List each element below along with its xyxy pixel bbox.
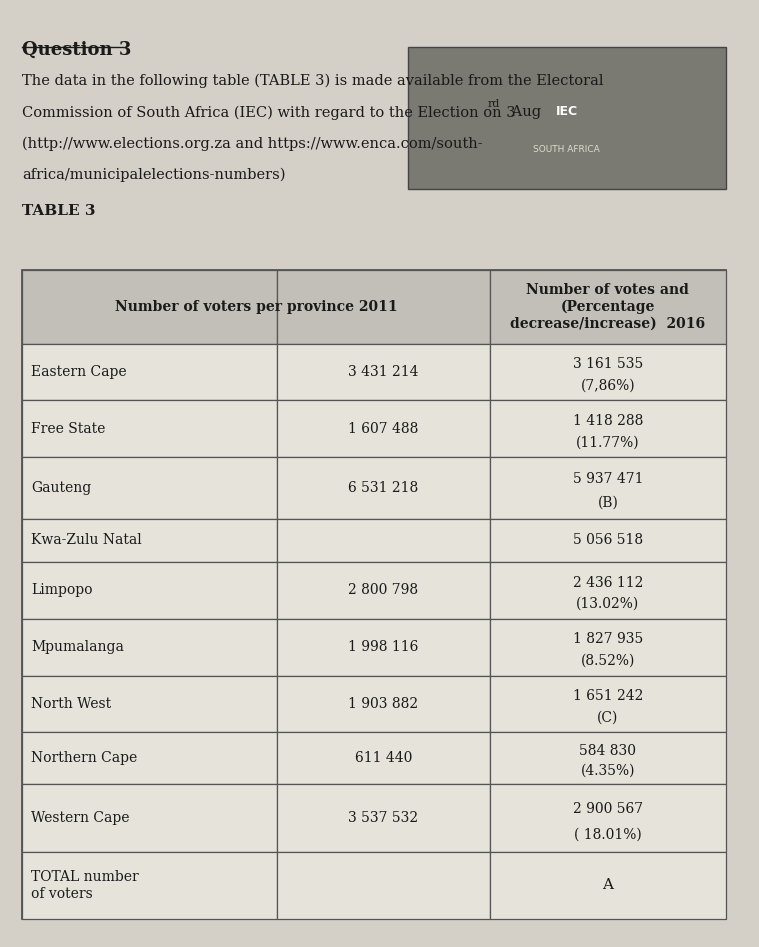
Bar [490, 519, 726, 563]
Bar [23, 784, 277, 852]
Bar [277, 675, 490, 732]
Bar [490, 457, 726, 519]
Bar [23, 457, 277, 519]
Bar [490, 852, 726, 919]
Text: Mpumalanga: Mpumalanga [31, 640, 124, 654]
Bar [277, 563, 490, 618]
Text: (4.35%): (4.35%) [581, 764, 635, 777]
Text: IEC: IEC [556, 105, 578, 117]
Text: 5 056 518: 5 056 518 [573, 533, 643, 547]
Text: ( 18.01%): ( 18.01%) [574, 828, 641, 842]
Text: 6 531 218: 6 531 218 [348, 481, 418, 495]
Text: Commission of South Africa (IEC) with regard to the Election on 3: Commission of South Africa (IEC) with re… [23, 105, 516, 119]
Text: Western Cape: Western Cape [31, 812, 130, 826]
Bar [277, 401, 490, 457]
Bar [490, 401, 726, 457]
Text: (C): (C) [597, 710, 619, 724]
Bar [490, 270, 726, 344]
Bar [277, 519, 490, 563]
Text: A: A [603, 879, 613, 892]
Text: 1 903 882: 1 903 882 [348, 697, 418, 711]
Text: Gauteng: Gauteng [31, 481, 92, 495]
Bar [23, 618, 277, 675]
Bar [490, 344, 726, 401]
Text: 1 651 242: 1 651 242 [572, 689, 643, 703]
Bar [277, 852, 490, 919]
Text: (11.77%): (11.77%) [576, 436, 640, 450]
Bar [23, 344, 277, 401]
Bar [277, 784, 490, 852]
Bar [23, 401, 277, 457]
Text: 2 900 567: 2 900 567 [573, 802, 643, 815]
Text: Kwa-Zulu Natal: Kwa-Zulu Natal [31, 533, 142, 547]
Text: SOUTH AFRICA: SOUTH AFRICA [534, 145, 600, 154]
Bar [23, 852, 277, 919]
Bar [490, 732, 726, 784]
Text: Question 3: Question 3 [23, 41, 132, 59]
Text: 3 431 214: 3 431 214 [348, 365, 419, 379]
Text: 611 440: 611 440 [354, 751, 412, 765]
Text: 3 537 532: 3 537 532 [348, 812, 418, 826]
Text: (8.52%): (8.52%) [581, 653, 635, 668]
Bar [277, 618, 490, 675]
Bar [277, 270, 490, 344]
Text: rd: rd [488, 99, 500, 110]
Text: Northern Cape: Northern Cape [31, 751, 137, 765]
Text: (http://www.elections.org.za and https://www.enca.com/south-: (http://www.elections.org.za and https:/… [23, 136, 483, 151]
Text: (13.02%): (13.02%) [576, 597, 639, 611]
Text: Number of votes and
(Percentage
decrease/increase)  2016: Number of votes and (Percentage decrease… [510, 283, 705, 331]
Text: 1 827 935: 1 827 935 [573, 633, 643, 646]
Text: 2 800 798: 2 800 798 [348, 583, 418, 598]
Bar [277, 457, 490, 519]
Text: 1 998 116: 1 998 116 [348, 640, 418, 654]
Text: 1 607 488: 1 607 488 [348, 421, 418, 436]
Text: Eastern Cape: Eastern Cape [31, 365, 127, 379]
Text: 1 418 288: 1 418 288 [572, 414, 643, 428]
Text: TABLE 3: TABLE 3 [23, 204, 96, 218]
Bar [277, 344, 490, 401]
Text: 3 161 535: 3 161 535 [573, 357, 643, 371]
Bar [277, 732, 490, 784]
Bar [490, 618, 726, 675]
Bar [23, 519, 277, 563]
Text: 584 830: 584 830 [579, 744, 636, 758]
Text: TOTAL number
of voters: TOTAL number of voters [31, 870, 139, 901]
Bar [23, 563, 277, 618]
Text: 5 937 471: 5 937 471 [572, 473, 643, 486]
Text: africa/municipalelections-numbers): africa/municipalelections-numbers) [23, 168, 286, 182]
Text: The data in the following table (TABLE 3) is made available from the Electoral: The data in the following table (TABLE 3… [23, 74, 604, 88]
Text: Aug: Aug [507, 105, 541, 119]
Bar [490, 563, 726, 618]
Text: Number of voters per province 2011: Number of voters per province 2011 [115, 300, 398, 313]
Text: (7,86%): (7,86%) [581, 379, 635, 393]
Text: Limpopo: Limpopo [31, 583, 93, 598]
Bar [23, 270, 277, 344]
Bar [23, 675, 277, 732]
Text: (B): (B) [597, 495, 619, 509]
Text: North West: North West [31, 697, 112, 711]
Bar [490, 675, 726, 732]
Text: Free State: Free State [31, 421, 106, 436]
Bar [490, 784, 726, 852]
Text: 2 436 112: 2 436 112 [572, 576, 643, 590]
Bar [23, 732, 277, 784]
